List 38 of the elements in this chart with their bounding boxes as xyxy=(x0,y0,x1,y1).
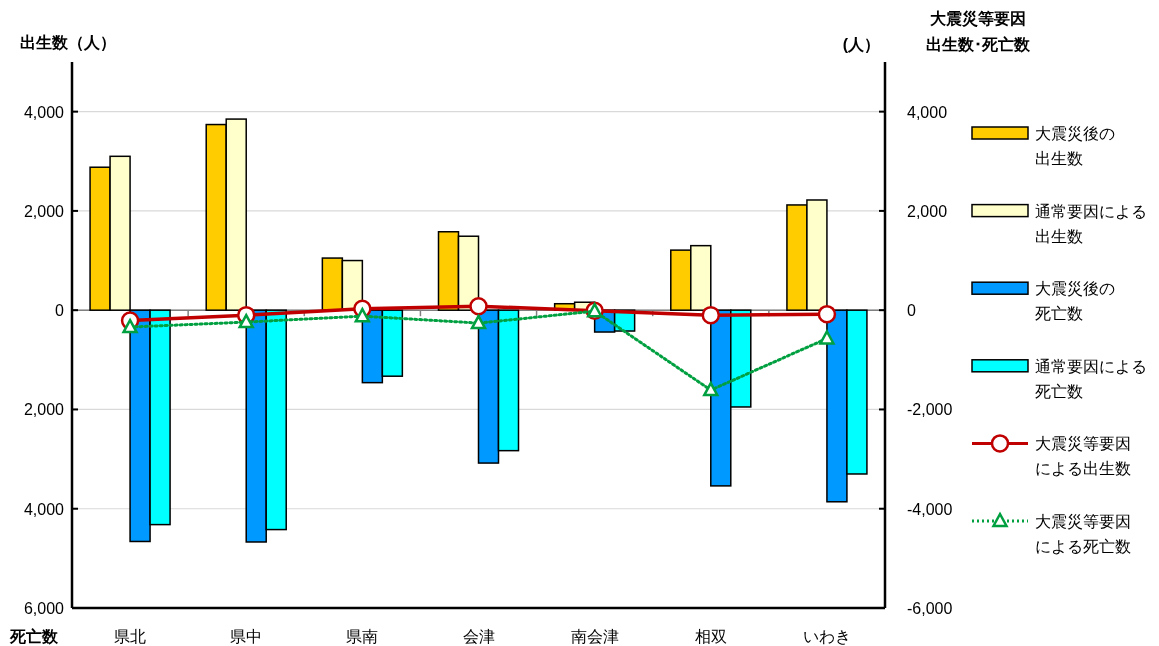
x-tick-label: 相双 xyxy=(694,628,727,645)
text: 死亡数 xyxy=(9,627,59,645)
point xyxy=(122,318,138,334)
point xyxy=(470,314,487,330)
y-tick-label: 0 xyxy=(55,302,65,320)
point xyxy=(817,304,837,324)
legend-label: 通常要因による出生数 xyxy=(1035,202,1147,245)
legend-label: 大震災後の出生数 xyxy=(1035,125,1115,167)
y-tick-label: 2,000 xyxy=(23,202,65,220)
y-tick-label: 4,000 xyxy=(23,103,65,121)
y2-axis-title: 大震災等要因出生数･死亡数 xyxy=(926,10,1031,53)
legend-label: 通常要因による死亡数 xyxy=(1035,357,1147,400)
y2-tick-label: -2,000 xyxy=(907,401,953,419)
y2-tick-label: -6,000 xyxy=(907,600,953,617)
y-tick-label: 6,000 xyxy=(23,600,65,617)
y2-tick-label: -4,000 xyxy=(907,500,953,518)
x-tick-label: いわき xyxy=(802,628,851,645)
point xyxy=(819,330,835,345)
y-tick-label: 4,000 xyxy=(23,500,65,518)
point xyxy=(238,313,254,329)
legend-label: 大震災後の死亡数 xyxy=(1035,280,1115,323)
point xyxy=(469,296,488,316)
y2-tick-label: 0 xyxy=(907,302,916,320)
text: (人） xyxy=(842,36,880,54)
y-axis-title: 出生数（人） xyxy=(20,34,116,52)
y2-tick-label: 2,000 xyxy=(907,202,948,220)
y-tick-label: 2,000 xyxy=(23,401,65,419)
x-tick-label: 県南 xyxy=(346,628,379,645)
x-tick-label: 県北 xyxy=(114,628,147,645)
point xyxy=(703,381,719,397)
x-tick-label: 南会津 xyxy=(570,628,619,645)
y2-tick-label: 4,000 xyxy=(907,103,948,121)
x-tick-label: 県中 xyxy=(230,628,263,645)
point xyxy=(354,307,371,323)
point xyxy=(701,305,721,325)
x-tick-label: 会津 xyxy=(462,628,495,645)
legend-label: 大震災等要因による死亡数 xyxy=(1035,513,1131,555)
legend-label: 大震災等要因による出生数 xyxy=(1035,435,1131,478)
